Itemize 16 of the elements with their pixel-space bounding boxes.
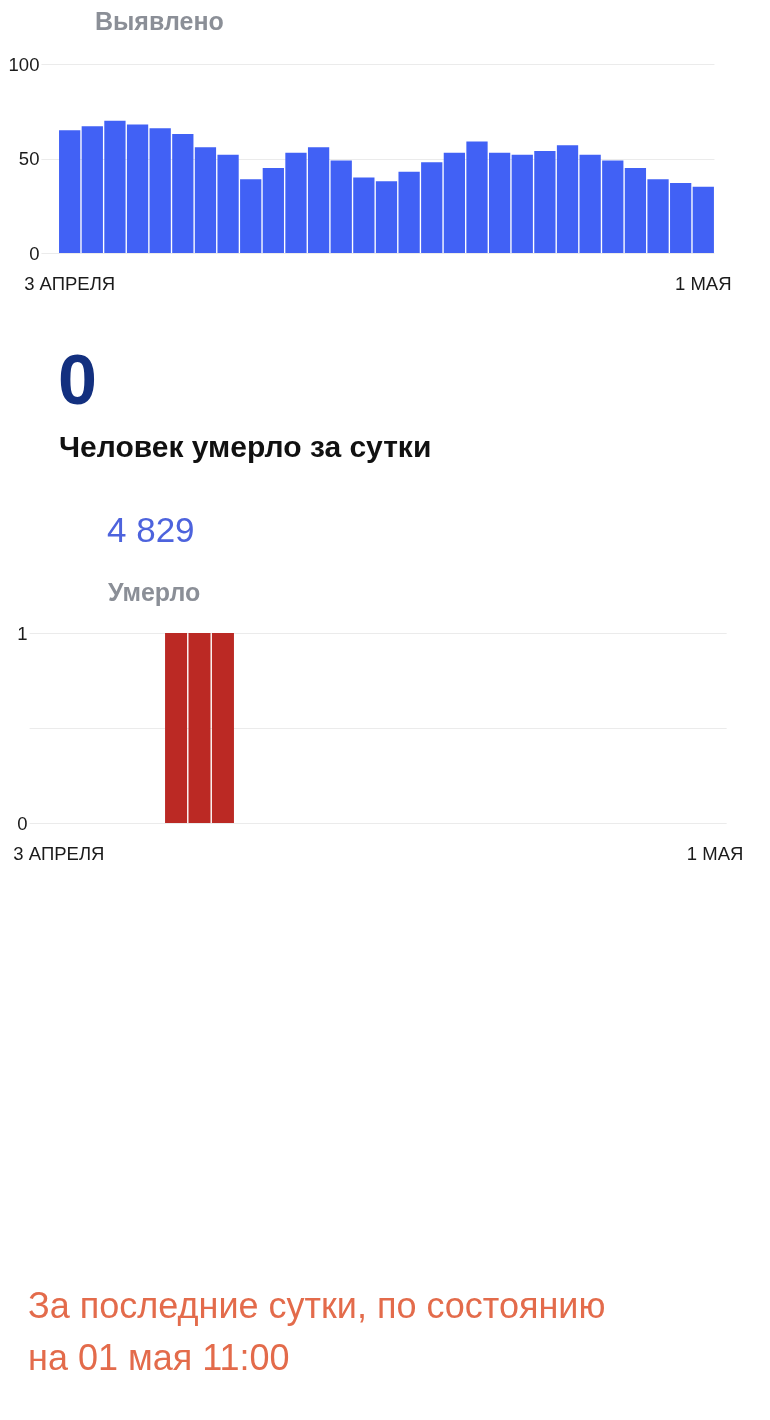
text: За последние сутки, по состоянию на 01 мая 11:00: [28, 1285, 606, 1378]
bar: [59, 130, 81, 253]
x-tick-label: 3 АПРЕЛЯ: [13, 842, 105, 864]
x-tick-label: 1 МАЯ: [675, 272, 732, 294]
x-tick-label: 3 АПРЕЛЯ: [24, 272, 116, 294]
bar: [692, 186, 714, 253]
y-tick-label: 0: [29, 242, 40, 264]
chart-title: Умерло: [108, 578, 201, 606]
y-tick-label: 1: [17, 622, 28, 644]
text: Человек умерло за сутки: [59, 430, 432, 463]
x-tick-label: 1 МАЯ: [686, 842, 744, 864]
y-tick-label: 100: [8, 53, 40, 75]
y-tick-label: 50: [18, 148, 40, 169]
chart-title: Выявлено: [94, 7, 224, 35]
y-tick-label: 0: [17, 812, 28, 834]
text: 4 829: [107, 510, 195, 549]
